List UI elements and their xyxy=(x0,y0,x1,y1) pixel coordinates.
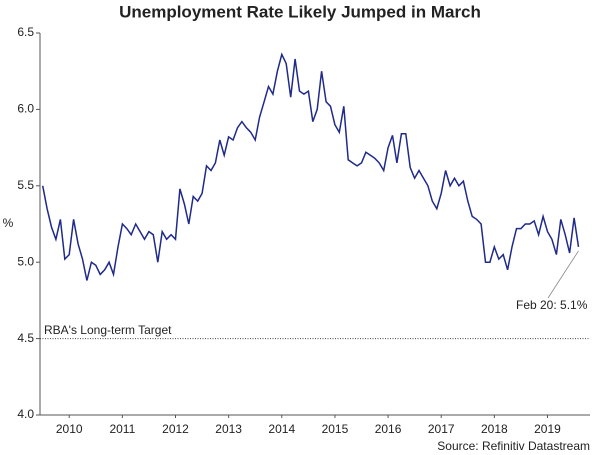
x-tick-label: 2018 xyxy=(481,422,508,436)
x-tick-label: 2014 xyxy=(268,422,295,436)
x-tick-label: 2019 xyxy=(534,422,561,436)
series-line xyxy=(41,52,580,281)
annotation-pointer xyxy=(547,250,579,299)
x-tick-label: 2013 xyxy=(215,422,242,436)
x-tick-label: 2012 xyxy=(162,422,189,436)
x-tick-label: 2010 xyxy=(56,422,83,436)
y-tick-label: 5.0 xyxy=(17,254,34,268)
y-tick-label: 6.0 xyxy=(17,102,34,116)
source: Source: Refinitiv Datastream xyxy=(437,439,590,453)
y-tick-label: 4.5 xyxy=(17,331,34,345)
y-tick-label: 5.5 xyxy=(17,178,34,192)
target-label: RBA's Long-term Target xyxy=(44,323,172,337)
x-tick-label: 2016 xyxy=(375,422,402,436)
y-tick-label: 6.5 xyxy=(17,25,34,39)
y-tick-label: 4.0 xyxy=(17,407,34,421)
chart-title: Unemployment Rate Likely Jumped in March xyxy=(119,2,481,21)
y-axis-label: % xyxy=(3,216,14,230)
x-tick-label: 2011 xyxy=(109,422,135,436)
x-tick-label: 2015 xyxy=(322,422,349,436)
annotation: Feb 20: 5.1% xyxy=(516,298,588,312)
x-tick-label: 2017 xyxy=(428,422,455,436)
